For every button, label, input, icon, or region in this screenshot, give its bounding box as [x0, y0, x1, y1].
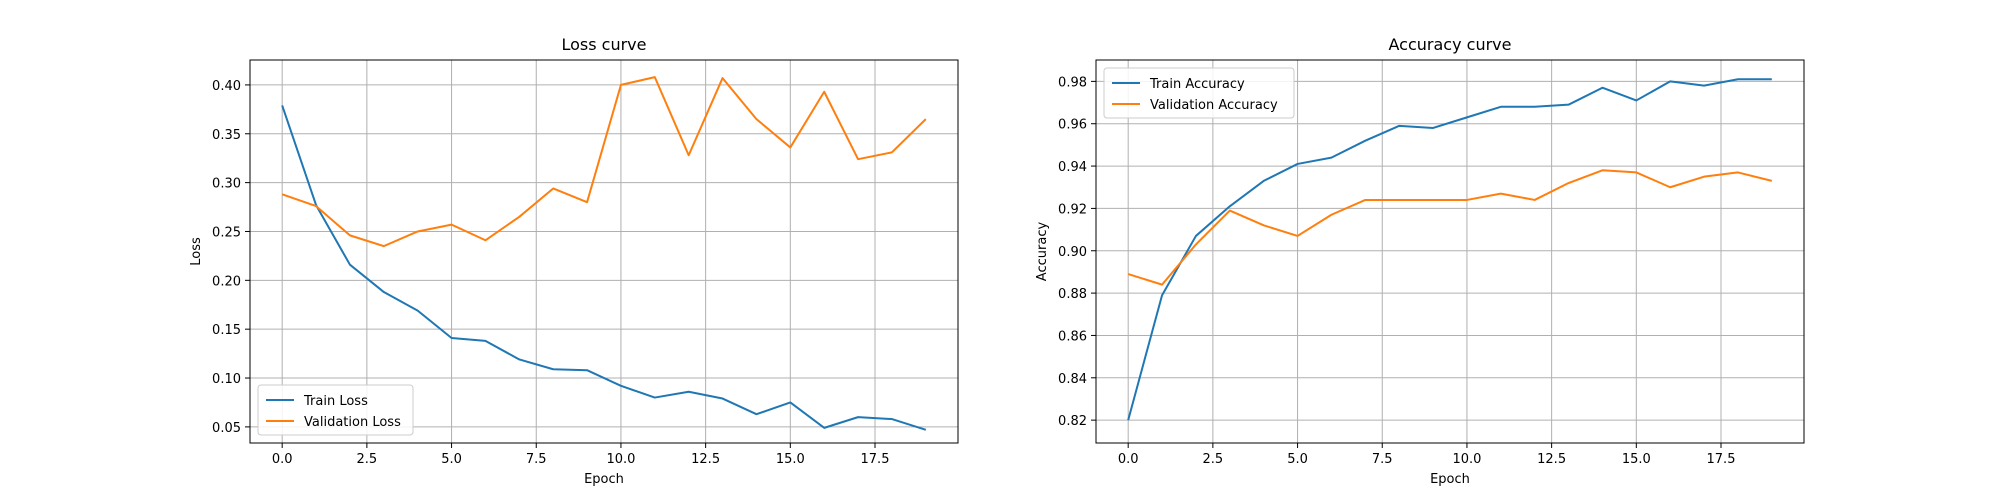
x-tick-label: 2.5	[357, 452, 378, 467]
y-tick-label: 0.84	[1058, 372, 1087, 387]
accuracy-chart: Accuracy curve 0.0 2.5 5.0 7.5 10.0 12.5 15.0 1…	[1035, 35, 1805, 487]
y-tick-label: 0.86	[1058, 329, 1087, 344]
y-axis-label: Loss	[189, 237, 204, 266]
x-tick-label: 7.5	[526, 452, 547, 467]
legend-box	[257, 384, 414, 436]
legend-label: Train Loss	[303, 394, 368, 409]
y-tick-label: 0.98	[1058, 75, 1087, 90]
y-tick-label: 0.40	[212, 79, 241, 94]
legend-label: Validation Accuracy	[1150, 98, 1278, 113]
x-tick-label: 7.5	[1372, 452, 1393, 467]
y-tick-label: 0.88	[1058, 287, 1087, 302]
x-tick-label: 5.0	[441, 452, 462, 467]
chart-title: Accuracy curve	[1389, 35, 1512, 54]
loss-chart: Loss curve 0.0 2.5 5.0 7.5 10.0 12.5 15.0 17.5 0…	[189, 35, 959, 487]
series-line-train-loss	[281, 105, 927, 431]
axes-frame	[1095, 59, 1805, 444]
y-axis-label: Accuracy	[1035, 222, 1050, 282]
x-tick-label: 12.5	[691, 452, 720, 467]
y-tick-label: 0.82	[1058, 414, 1087, 429]
y-tick-label: 0.94	[1058, 160, 1087, 175]
x-tick-label: 17.5	[1707, 452, 1736, 467]
x-tick-label: 12.5	[1537, 452, 1566, 467]
x-tick-label: 17.5	[861, 452, 890, 467]
series-line-train-accuracy	[1127, 78, 1772, 421]
y-tick-label: 0.90	[1058, 245, 1087, 260]
y-tick-label: 0.25	[212, 225, 241, 240]
y-tick-label: 0.96	[1058, 118, 1087, 133]
legend-label: Validation Loss	[304, 415, 401, 430]
chart-title: Loss curve	[561, 35, 646, 54]
series-line-validation-loss	[281, 76, 927, 248]
x-tick-label: 5.0	[1287, 452, 1308, 467]
legend: Train Loss Validation Loss	[257, 384, 414, 436]
x-axis-label: Epoch	[584, 472, 624, 487]
y-tick-label: 0.15	[212, 323, 241, 338]
legend: Train Accuracy Validation Accuracy	[1103, 67, 1295, 119]
y-tick-label: 0.35	[212, 128, 241, 143]
x-tick-label: 10.0	[606, 452, 635, 467]
x-tick-label: 0.0	[272, 452, 293, 467]
x-tick-label: 10.0	[1452, 452, 1481, 467]
y-tick-label: 0.20	[212, 274, 241, 289]
x-tick-label: 0.0	[1118, 452, 1139, 467]
y-tick-label: 0.10	[212, 372, 241, 387]
y-tick-label: 0.30	[212, 177, 241, 192]
series-line-validation-accuracy	[1127, 169, 1773, 286]
y-tick-label: 0.05	[212, 421, 241, 436]
x-tick-label: 15.0	[1622, 452, 1651, 467]
legend-box	[1103, 67, 1295, 119]
axes-frame	[249, 59, 959, 444]
legend-label: Train Accuracy	[1149, 77, 1245, 92]
x-tick-label: 2.5	[1203, 452, 1224, 467]
x-tick-label: 15.0	[776, 452, 805, 467]
x-axis-label: Epoch	[1430, 472, 1470, 487]
y-tick-label: 0.92	[1058, 202, 1087, 217]
